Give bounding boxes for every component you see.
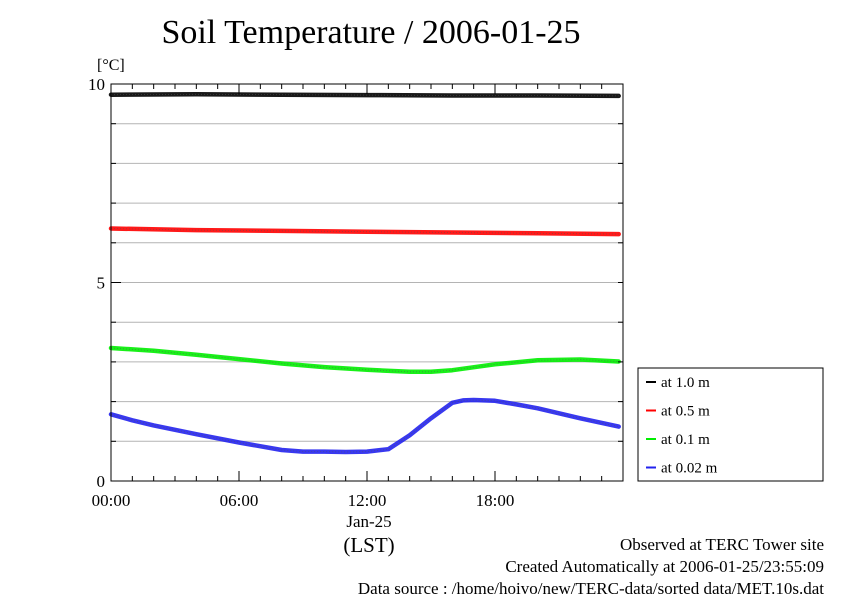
footer-observed-site: Observed at TERC Tower site [619,535,824,554]
series-line-0 [108,92,621,99]
series-layer [108,92,621,455]
series-line-texture-3 [110,399,619,453]
legend-label: at 0.1 m [661,432,710,448]
legend-box [637,367,824,482]
series-line-2 [108,345,621,375]
x-date-label: Jan-25 [346,512,391,531]
legend-label: at 1.0 m [661,375,710,391]
x-tick-label: 12:00 [348,491,387,510]
x-axis: 00:00 06:00 12:00 18:00 [92,84,624,510]
x-axis-label: (LST) [343,533,394,557]
x-tick-label: 18:00 [476,491,515,510]
legend-label: at 0.5 m [661,404,710,420]
y-axis: 0 5 10 [88,75,623,491]
x-tick-label: 06:00 [220,491,259,510]
y-tick-label: 5 [97,274,106,293]
series-line-3 [108,397,621,455]
series-line-texture-1 [110,228,619,235]
series-line-texture-0 [110,93,619,97]
grid-lines [111,123,623,442]
y-unit-label: [°C] [97,57,125,74]
legend-label: at 0.02 m [661,461,718,477]
legend: at 1.0 m at 0.5 m at 0.1 m at 0.02 m [637,367,824,482]
series-line-1 [108,226,621,237]
x-tick-label: 00:00 [92,491,131,510]
footer-created-time: Created Automatically at 2006-01-25/23:5… [505,557,824,576]
footer-data-source: Data source : /home/hoivo/new/TERC-data/… [357,579,824,598]
y-tick-label: 0 [97,472,106,491]
y-tick-label: 10 [88,75,105,94]
chart-title: Soil Temperature / 2006-01-25 [161,14,581,51]
